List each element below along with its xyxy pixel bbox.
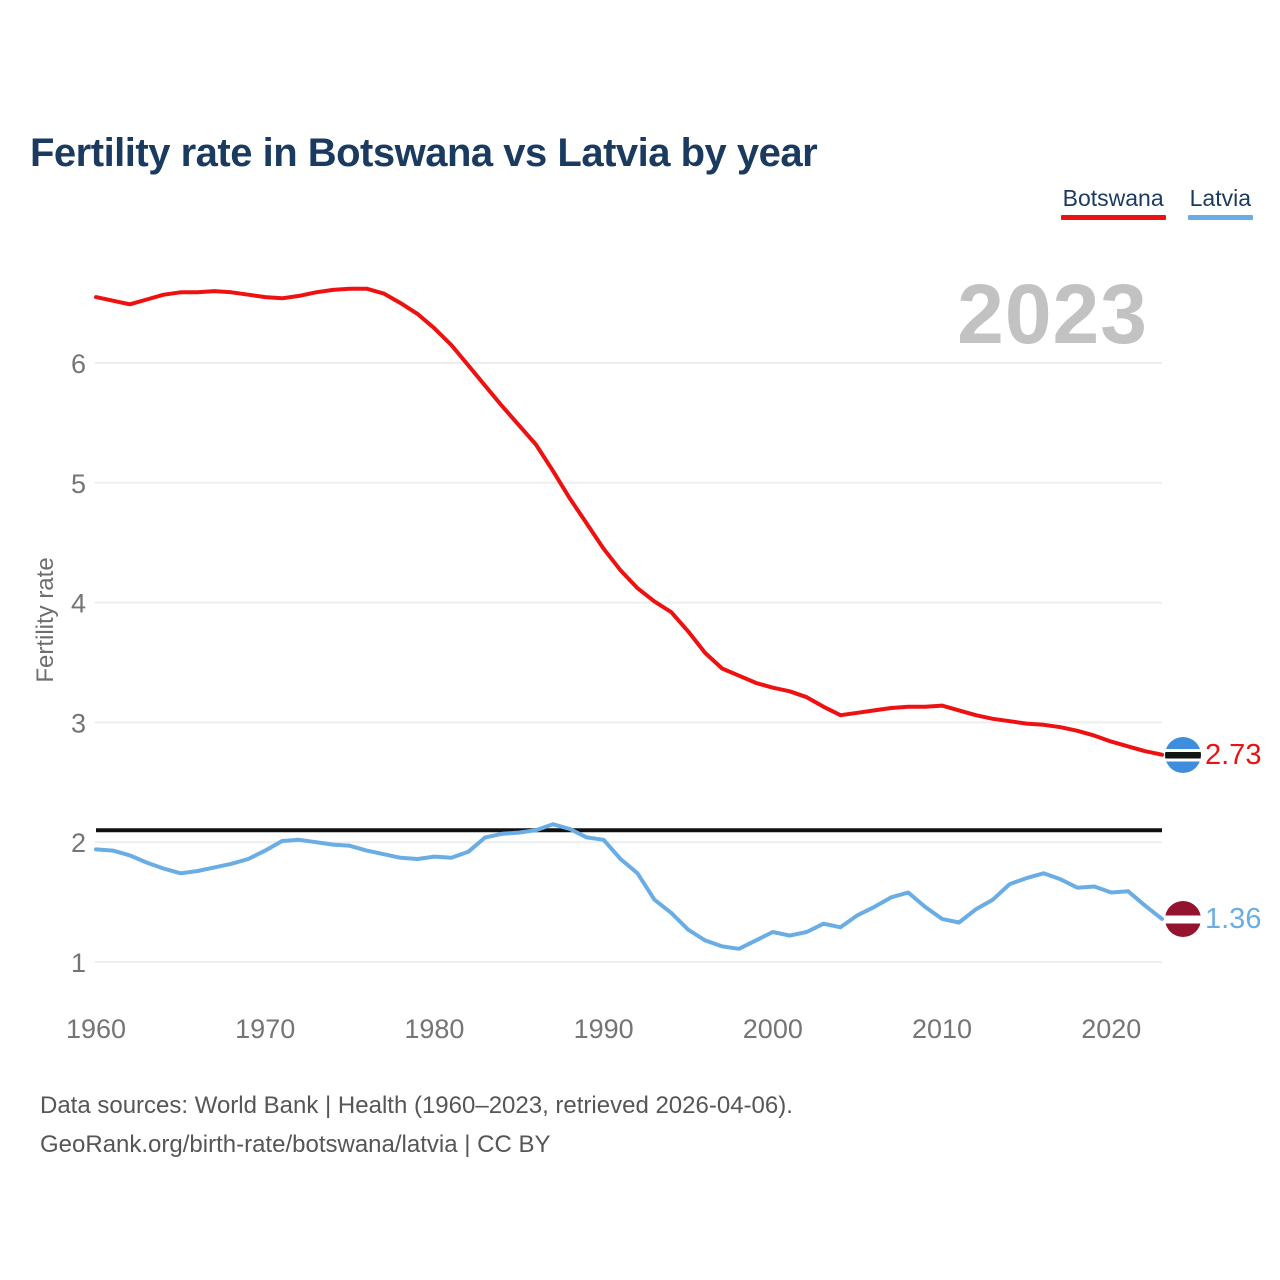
legend-label-botswana: Botswana [1062, 185, 1164, 211]
botswana-end-value: 2.73 [1205, 738, 1262, 771]
legend-underline-latvia-icon [1187, 215, 1253, 220]
y-tick-label-2: 2 [71, 828, 86, 858]
y-tick-label-3: 3 [71, 708, 86, 738]
footer: Data sources: World Bank | Health (1960–… [40, 1086, 793, 1164]
x-tick-label-1960: 1960 [66, 1014, 126, 1044]
y-tick-label-6: 6 [71, 349, 86, 379]
botswana-line-series[interactable] [94, 286, 1164, 757]
x-tick-label-1990: 1990 [574, 1014, 634, 1044]
x-tick-label-1980: 1980 [404, 1014, 464, 1044]
legend: Botswana Latvia [1060, 185, 1253, 220]
watermark-year: 2023 [957, 267, 1148, 361]
y-tick-label-5: 5 [71, 469, 86, 499]
legend-label-latvia: Latvia [1189, 185, 1251, 211]
x-tick-label-2020: 2020 [1081, 1014, 1141, 1044]
x-tick-label-2000: 2000 [743, 1014, 803, 1044]
legend-item-botswana[interactable]: Botswana [1060, 185, 1166, 220]
latvia-flag-icon[interactable] [1165, 900, 1201, 937]
page-title: Fertility rate in Botswana vs Latvia by … [30, 130, 818, 175]
y-tick-label-1: 1 [71, 948, 86, 978]
footer-sources-line: Data sources: World Bank | Health (1960–… [40, 1092, 793, 1119]
botswana-flag-icon[interactable] [1165, 736, 1201, 773]
legend-item-latvia[interactable]: Latvia [1187, 185, 1253, 220]
legend-underline-botswana-icon [1060, 215, 1166, 220]
latvia-line-series[interactable] [94, 822, 1164, 951]
y-tick-label-4: 4 [71, 589, 86, 619]
x-tick-label-2010: 2010 [912, 1014, 972, 1044]
footer-attribution-line: GeoRank.org/birth-rate/botswana/latvia |… [40, 1131, 551, 1158]
x-tick-label-1970: 1970 [235, 1014, 295, 1044]
latvia-end-value: 1.36 [1205, 902, 1262, 935]
